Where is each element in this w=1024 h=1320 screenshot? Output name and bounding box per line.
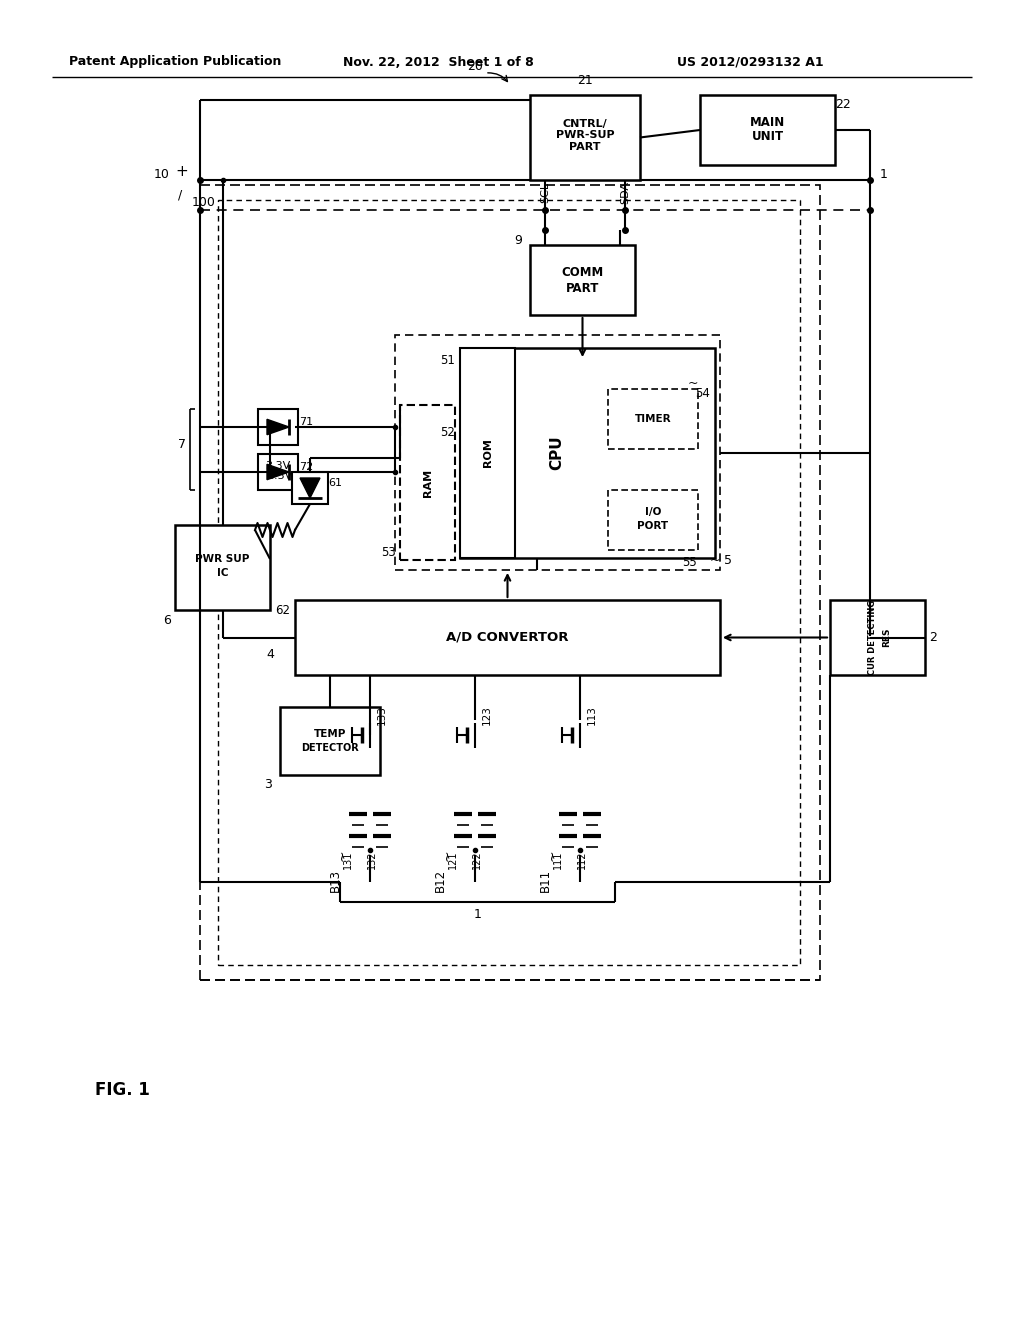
- Text: 7: 7: [178, 438, 186, 451]
- Text: 100: 100: [193, 195, 216, 209]
- Polygon shape: [300, 478, 319, 498]
- Text: 9: 9: [514, 234, 522, 247]
- Text: 22: 22: [836, 99, 851, 111]
- Text: 6: 6: [163, 614, 171, 627]
- Text: ~: ~: [710, 553, 720, 566]
- FancyBboxPatch shape: [530, 246, 635, 315]
- Text: ~: ~: [688, 378, 698, 391]
- Text: ~: ~: [440, 849, 454, 861]
- Text: ~: ~: [545, 849, 559, 861]
- FancyBboxPatch shape: [292, 473, 328, 504]
- Text: PART: PART: [566, 281, 599, 294]
- Text: 121: 121: [449, 851, 458, 870]
- Text: +: +: [176, 165, 188, 180]
- FancyBboxPatch shape: [700, 95, 835, 165]
- Polygon shape: [267, 420, 289, 434]
- Text: CNTRL/: CNTRL/: [562, 119, 607, 128]
- Text: COMM: COMM: [561, 265, 603, 279]
- Text: 1: 1: [880, 169, 888, 181]
- Text: I/O: I/O: [645, 507, 662, 517]
- FancyBboxPatch shape: [460, 348, 515, 558]
- Text: 2: 2: [929, 631, 937, 644]
- Text: TEMP: TEMP: [313, 729, 346, 739]
- Text: 61: 61: [328, 478, 342, 488]
- FancyBboxPatch shape: [295, 601, 720, 675]
- FancyBboxPatch shape: [175, 525, 270, 610]
- Text: 112: 112: [577, 851, 587, 870]
- Text: 52: 52: [440, 425, 456, 438]
- FancyBboxPatch shape: [258, 409, 298, 445]
- FancyBboxPatch shape: [258, 454, 298, 490]
- Text: B12: B12: [433, 869, 446, 891]
- Text: RAM: RAM: [423, 469, 432, 496]
- FancyBboxPatch shape: [830, 601, 925, 675]
- FancyBboxPatch shape: [530, 95, 640, 180]
- FancyBboxPatch shape: [280, 708, 380, 775]
- Text: DETECTOR: DETECTOR: [301, 743, 358, 752]
- Text: 133: 133: [377, 705, 387, 725]
- Text: A/D CONVERTOR: A/D CONVERTOR: [446, 631, 568, 644]
- Text: 123: 123: [482, 705, 492, 725]
- Text: 71: 71: [299, 417, 313, 426]
- Text: MAIN: MAIN: [750, 116, 785, 129]
- Text: 111: 111: [553, 851, 563, 869]
- Polygon shape: [267, 465, 289, 479]
- Text: PART: PART: [569, 143, 601, 153]
- Text: 1: 1: [473, 908, 481, 920]
- Text: 62: 62: [275, 603, 291, 616]
- Text: 131: 131: [343, 851, 353, 869]
- Text: 51: 51: [440, 354, 456, 367]
- Text: 54: 54: [695, 387, 711, 400]
- Text: TIMER: TIMER: [635, 413, 671, 424]
- Text: RES: RES: [882, 628, 891, 647]
- Text: SDA: SDA: [620, 181, 630, 203]
- Text: ROM: ROM: [482, 438, 493, 467]
- Text: 4: 4: [266, 648, 274, 661]
- Text: 132: 132: [367, 851, 377, 870]
- Text: PWR-SUP: PWR-SUP: [556, 131, 614, 140]
- Text: Patent Application Publication: Patent Application Publication: [69, 55, 282, 69]
- Text: US 2012/0293132 A1: US 2012/0293132 A1: [677, 55, 823, 69]
- Text: 55: 55: [683, 556, 697, 569]
- Text: 53: 53: [381, 545, 395, 558]
- Text: 20: 20: [467, 61, 483, 74]
- Text: B11: B11: [539, 869, 552, 891]
- Text: UNIT: UNIT: [752, 131, 783, 144]
- Text: 3.3V: 3.3V: [267, 471, 293, 480]
- Text: ~: ~: [335, 849, 349, 861]
- Text: 10: 10: [155, 169, 170, 181]
- Text: 113: 113: [587, 705, 597, 725]
- Text: 122: 122: [472, 850, 482, 870]
- Text: 3.3V: 3.3V: [265, 461, 291, 471]
- FancyBboxPatch shape: [460, 348, 715, 558]
- Text: CUR DETECTING: CUR DETECTING: [868, 599, 877, 675]
- Text: SCL: SCL: [540, 181, 550, 202]
- Text: 72: 72: [299, 462, 313, 473]
- Text: IC: IC: [217, 569, 228, 578]
- Text: B13: B13: [329, 869, 341, 891]
- Text: Nov. 22, 2012  Sheet 1 of 8: Nov. 22, 2012 Sheet 1 of 8: [343, 55, 534, 69]
- Text: CPU: CPU: [550, 436, 564, 470]
- Text: PWR SUP: PWR SUP: [196, 554, 250, 565]
- Text: FIG. 1: FIG. 1: [95, 1081, 150, 1100]
- Text: 5: 5: [724, 553, 732, 566]
- Text: 3: 3: [264, 779, 272, 792]
- Text: PORT: PORT: [637, 521, 669, 531]
- Text: /: /: [178, 189, 182, 202]
- Text: 21: 21: [578, 74, 593, 87]
